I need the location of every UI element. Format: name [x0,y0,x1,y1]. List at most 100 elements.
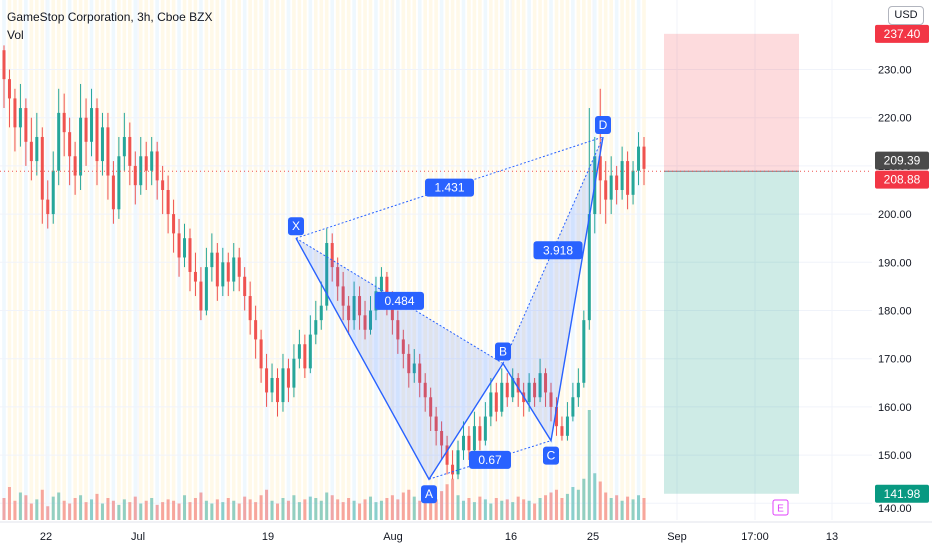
y-tick-label: 140.00 [878,503,912,515]
volume-bar [500,500,504,520]
session-stripe [24,0,28,520]
session-stripe [7,0,12,520]
volume-bar [248,499,252,520]
candle-body [40,136,44,200]
session-stripe [478,0,482,520]
session-stripe [18,0,23,520]
session-stripe [155,0,159,520]
candle-body [7,79,11,99]
volume-bar [527,500,531,520]
volume-bar [18,492,22,520]
volume-bars [2,410,646,520]
event-marker[interactable]: E [772,499,789,516]
volume-bar [106,498,110,520]
x-tick-label: 19 [262,531,274,543]
candle-body [637,146,641,171]
candle-body [609,175,613,200]
grid-lines [0,0,872,520]
candle-body [24,108,28,142]
volume-bar [593,473,597,520]
candle-body [401,339,405,354]
candle-body [204,267,208,311]
volume-bar [604,492,608,520]
session-stripe [264,0,269,520]
volume-bar [259,495,263,520]
volume-bar [155,504,159,520]
volume-bar [177,503,181,520]
session-stripe [467,0,471,520]
time-axis[interactable]: 22 Jul 19 Aug 16 25 Sep 17:00 13 [0,521,932,543]
volume-bar [221,502,225,520]
candle-body [385,276,389,301]
session-stripe [565,0,570,520]
currency-button[interactable]: USD [888,6,924,25]
candle-body [598,156,602,181]
session-stripe [319,0,324,520]
volume-bar [396,499,400,520]
volume-bar [73,498,77,520]
candle-body [2,50,6,80]
session-stripe [510,0,515,520]
candle-body [243,276,247,297]
session-stripe [494,0,499,520]
volume-bar [166,499,170,520]
short-position-zones[interactable] [664,33,799,494]
candle-body [128,136,132,166]
session-stripe [111,0,116,520]
price-axis[interactable]: 150.00160.00170.00180.00190.00200.00210.… [875,24,929,515]
session-stripe [456,0,460,520]
session-stripe [29,0,34,520]
candle-body [177,233,181,258]
candle-body [489,392,493,417]
volume-bar [631,499,635,520]
volume-bar [13,500,17,520]
candle-body [429,397,433,417]
candle-body [106,127,110,176]
volume-bar [183,495,187,520]
candle-body [494,392,498,412]
candle-body [478,426,482,441]
x-tick-label: 17:00 [741,531,769,543]
volume-bar [243,496,247,520]
session-stripe [281,0,285,520]
candle-body [221,262,225,287]
y-tick-label: 200.00 [878,209,912,221]
candle-body [254,320,258,340]
candle-body [565,416,569,436]
volume-bar [297,502,301,520]
candle-body [396,320,400,340]
candle-body [533,382,537,398]
candle-body [259,339,263,369]
volume-bar [128,502,132,520]
xabcd-pattern[interactable]: X A B C D 0.484 0.67 3.918 1.431 [288,115,611,504]
candle-body [538,373,542,398]
volume-bar [286,500,290,520]
volume-bar [325,492,329,520]
y-tick-label: 220.00 [878,113,912,125]
session-stripe [527,0,531,520]
volume-bar [516,496,520,520]
y-tick-label: 170.00 [878,354,912,366]
session-stripe [592,0,597,520]
candle-body [319,305,323,321]
session-stripe [625,0,630,520]
volume-bar [133,496,137,520]
candle-body [336,267,340,287]
volume-bar [445,484,449,520]
volume-indicator-label[interactable]: Vol [7,28,24,42]
ratio-label: 3.918 [543,243,573,257]
session-stripe [576,0,581,520]
volume-bar [150,498,154,520]
candle-body [133,165,137,186]
volume-bar [472,502,476,520]
y-tick-label: 230.00 [878,65,912,77]
pattern-point-x-label: X [292,219,300,233]
y-tick-label: 150.00 [878,450,912,462]
session-stripe [368,0,373,520]
volume-bar [51,496,55,520]
volume-bar [122,499,126,520]
session-stripe [560,0,564,520]
session-stripe [450,0,455,520]
volume-bar [418,500,422,520]
